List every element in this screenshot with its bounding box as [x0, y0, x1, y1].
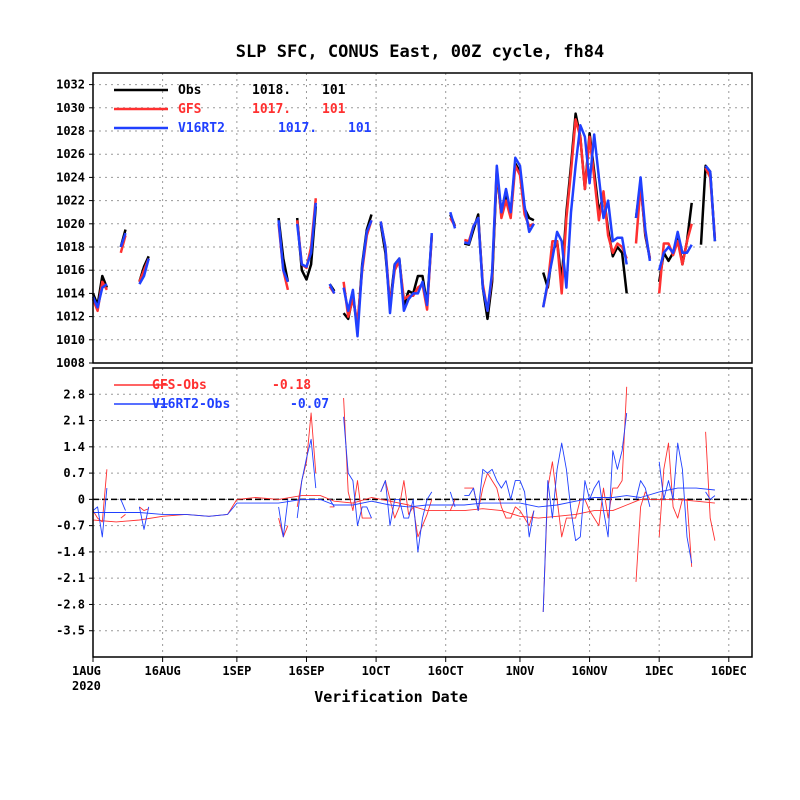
series-gfs: [91, 118, 717, 324]
series-line: [704, 165, 717, 242]
y-tick-label: 1020: [56, 217, 85, 231]
x-tick-label: 16OCT: [428, 664, 464, 678]
legend-count: 101: [322, 102, 346, 117]
y-tick-label: 1008: [56, 356, 85, 370]
series-line: [138, 258, 150, 285]
x-axis-label: Verification Date: [314, 688, 468, 706]
series-line: [119, 232, 127, 248]
plot-frame: [92, 72, 753, 364]
bottom-panel: -3.5 -2.8 -2.1 -1.4 -0.7 0 0.7 1.4 2.1 2.8 GFS-Obs…: [56, 367, 753, 658]
series-line: [541, 123, 628, 308]
series-line: [278, 499, 289, 538]
y-tick-label: 1016: [56, 263, 85, 277]
series-line: [295, 202, 318, 268]
legend-count: 101: [322, 83, 346, 98]
top-panel: 1008 1010 1012 1014 1016 1018 1020 1022 1024 1026…: [56, 72, 753, 370]
chart-title: SLP SFC, CONUS East, 00Z cycle, fh84: [236, 42, 604, 62]
y-tick-label: 2.1: [63, 414, 85, 428]
legend-label: GFS: [178, 102, 202, 117]
series-line: [380, 480, 433, 553]
x-tick-label: 1OCT: [362, 664, 391, 678]
y-tick-label: 1014: [56, 286, 85, 300]
series-line: [541, 118, 628, 308]
x-tick-label: 1SEP: [222, 664, 251, 678]
y-tick-label: 2.8: [63, 387, 85, 401]
series-line: [379, 221, 434, 315]
legend-label: Obs: [178, 83, 201, 98]
x-tick-year: 2020: [72, 679, 101, 693]
series-line: [120, 514, 126, 519]
legend-value: 1017.: [278, 121, 317, 136]
y-tick-label: 1030: [56, 101, 85, 115]
x-tick-label: 1NOV: [506, 664, 535, 678]
x-tick-label: 16AUG: [145, 664, 181, 678]
x-tick-label: 16NOV: [572, 664, 608, 678]
series-line: [658, 442, 693, 567]
series-line: [328, 283, 336, 294]
series-line: [343, 416, 372, 527]
series-line: [705, 431, 716, 541]
series-line: [464, 156, 535, 313]
x-tick-label: 16DEC: [711, 664, 747, 678]
y-tick-label: -0.7: [56, 519, 85, 533]
y-tick-label: 0: [78, 492, 85, 506]
series-line: [658, 442, 693, 564]
legend-value: 1017.: [252, 102, 291, 117]
y-tick-label: 1018: [56, 240, 85, 254]
series-line: [138, 506, 150, 530]
x-tick-label: 1AUG: [72, 664, 101, 678]
series-line: [464, 468, 535, 538]
y-tick-label: 0.7: [63, 466, 85, 480]
series-line: [139, 506, 149, 512]
series-v16rt2: [91, 123, 717, 338]
series-line: [342, 219, 373, 338]
y-tick-label: 1024: [56, 170, 85, 184]
y-tick-label: 1010: [56, 333, 85, 347]
plot-frame: [92, 367, 753, 658]
legend-label: V16RT2: [178, 121, 225, 136]
y-tick-label: 1032: [56, 78, 85, 92]
x-tick-label: 1DEC: [645, 664, 674, 678]
legend-count: 101: [348, 121, 372, 136]
legend-label: GFS-Obs: [152, 378, 207, 393]
y-tick-label: -1.4: [56, 545, 85, 559]
series-line: [296, 412, 317, 507]
series-line: [380, 480, 433, 538]
y-tick-label: -2.1: [56, 571, 85, 585]
series-line: [657, 230, 693, 271]
series-line: [705, 491, 716, 500]
series-line: [296, 438, 317, 519]
series-line: [277, 220, 290, 283]
series-line: [449, 491, 456, 508]
series-line: [635, 480, 651, 508]
series-line: [343, 397, 372, 519]
y-tick-label: 1012: [56, 310, 85, 324]
x-tick-label: 16SEP: [288, 664, 324, 678]
series-line: [635, 491, 651, 582]
y-tick-label: 1028: [56, 124, 85, 138]
series-line: [449, 211, 457, 229]
legend-value: -0.07: [290, 397, 329, 412]
series-line: [120, 499, 126, 511]
legend-label: V16RT2-Obs: [152, 397, 230, 412]
y-tick-label: 1022: [56, 194, 85, 208]
series-line: [93, 487, 715, 517]
series-v16rt2-obs: [92, 412, 716, 613]
series-line: [634, 176, 652, 262]
series-line: [329, 499, 335, 508]
y-tick-label: -3.5: [56, 624, 85, 638]
y-tick-label: 1026: [56, 147, 85, 161]
legend-value: 1018.: [252, 83, 291, 98]
y-tick-label: 1.4: [63, 440, 85, 454]
series-line: [91, 283, 108, 309]
y-tick-label: -2.8: [56, 597, 85, 611]
legend-value: -0.18: [272, 378, 311, 393]
series-line: [542, 412, 628, 613]
